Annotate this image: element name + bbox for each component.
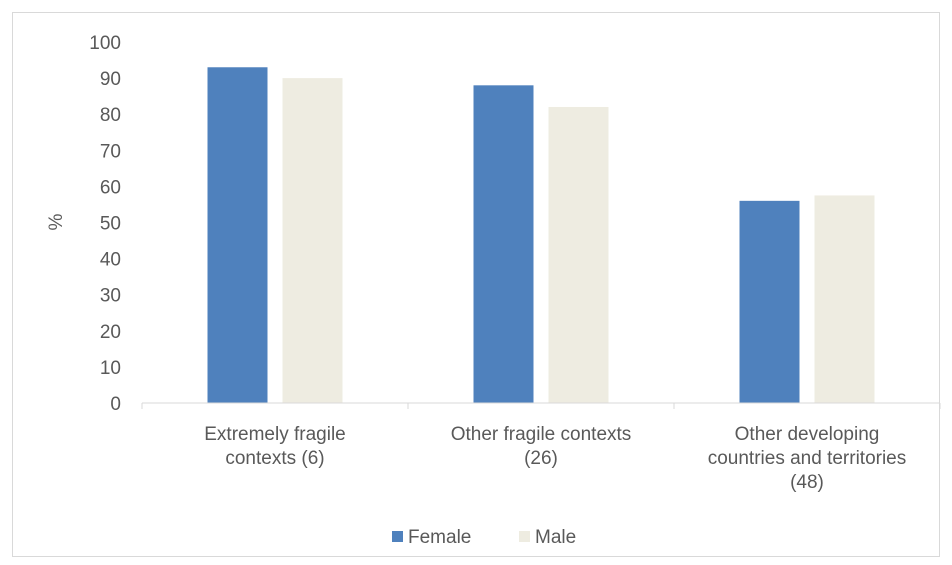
category-label: Other developing countries and territorie… — [708, 424, 907, 493]
legend-label-female: Female — [408, 527, 471, 548]
legend-label-male: Male — [535, 527, 576, 548]
legend-swatch-male — [519, 531, 530, 542]
legend-swatch-female — [392, 531, 403, 542]
bar-male-2 — [548, 106, 609, 403]
y-axis-title: % — [46, 213, 67, 230]
y-tick-label: 60 — [100, 177, 121, 198]
category-label: Extremely fragile contexts (6) — [204, 424, 346, 469]
y-tick-label: 50 — [100, 214, 121, 235]
bars — [207, 67, 875, 404]
legend: Female Male — [392, 527, 576, 548]
y-tick-label: 30 — [100, 286, 121, 307]
category-labels: Extremely fragile contexts (6) Other fragi… — [204, 424, 906, 493]
y-axis-ticks: 0 10 20 30 40 50 60 70 80 90 100 — [89, 33, 121, 415]
y-tick-label: 0 — [110, 394, 121, 415]
y-tick-label: 100 — [89, 33, 121, 54]
y-tick-label: 70 — [100, 141, 121, 162]
category-label: Other fragile contexts (26) — [451, 424, 632, 469]
bar-female-1 — [207, 67, 268, 404]
y-tick-label: 10 — [100, 358, 121, 379]
y-tick-label: 20 — [100, 322, 121, 343]
y-tick-label: 40 — [100, 250, 121, 271]
bar-male-3 — [814, 195, 875, 403]
bar-male-1 — [282, 78, 343, 403]
bar-female-2 — [473, 85, 534, 403]
y-tick-label: 90 — [100, 69, 121, 90]
y-tick-label: 80 — [100, 105, 121, 126]
x-axis-ticks — [141, 403, 941, 409]
bar-female-3 — [739, 200, 800, 403]
